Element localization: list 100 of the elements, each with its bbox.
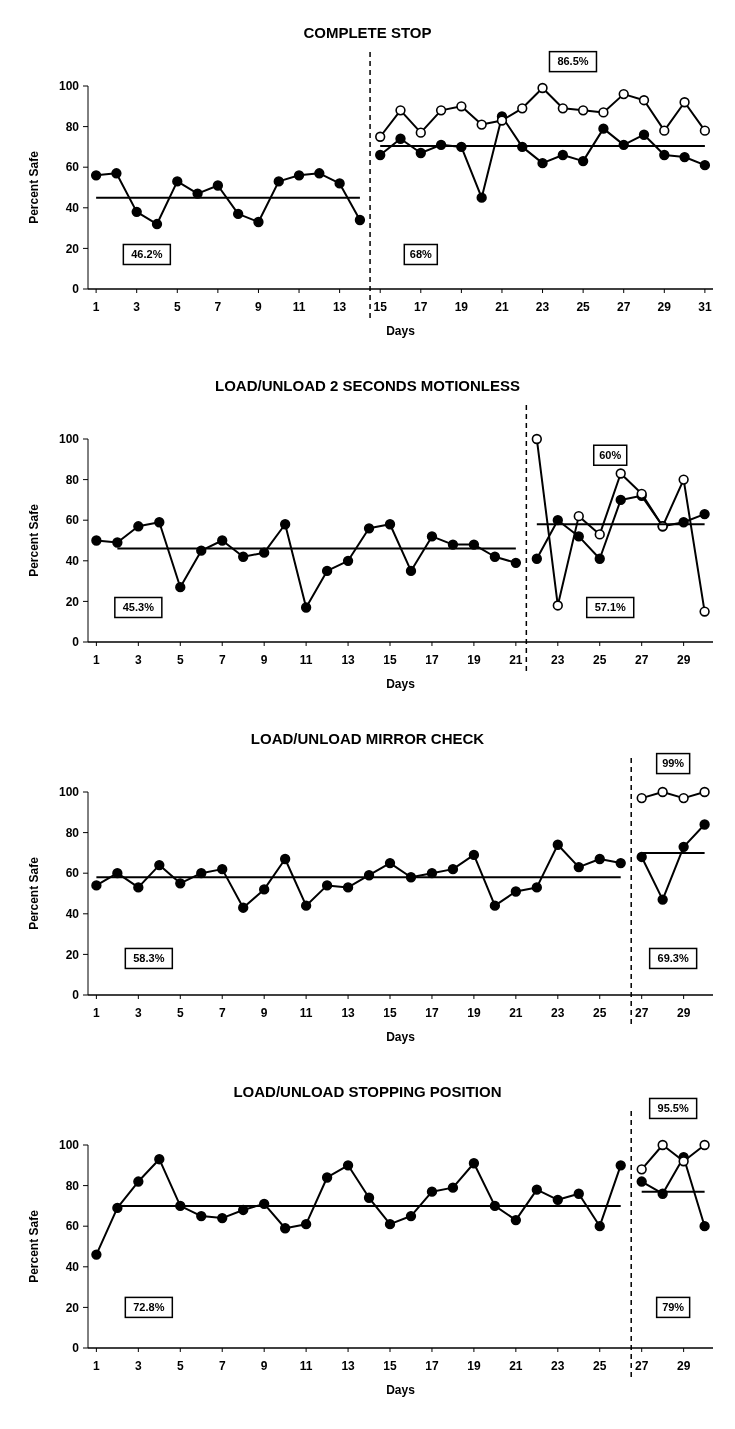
annotation: 72.8% (133, 1301, 165, 1314)
x-tick-label: 15 (383, 653, 398, 667)
y-axis-title: Percent Safe (27, 856, 41, 930)
chart-title: LOAD/UNLOAD MIRROR CHECK (250, 730, 485, 747)
x-tick-label: 17 (414, 300, 428, 314)
x-tick-label: 9 (255, 300, 263, 314)
y-tick-label: 40 (65, 201, 80, 215)
y-tick-label: 100 (58, 432, 80, 447)
x-tick-label: 27 (635, 653, 649, 667)
x-tick-label: 1 (92, 300, 100, 314)
x-tick-label: 5 (176, 653, 184, 667)
x-tick-label: 17 (425, 1359, 439, 1373)
x-tick-label: 15 (373, 300, 388, 314)
text: 99% (662, 757, 685, 770)
x-tick-label: 27 (635, 1359, 649, 1373)
y-tick-label: 80 (65, 472, 80, 487)
text: 95.5% (657, 1102, 689, 1115)
x-axis-title: Days (386, 324, 416, 338)
chart-title: LOAD/UNLOAD 2 SECONDS MOTIONLESS (214, 377, 521, 394)
x-tick-label: 11 (299, 1006, 313, 1020)
y-tick-label: 100 (58, 79, 80, 94)
y-tick-label: 40 (65, 907, 80, 921)
x-tick-label: 13 (341, 1006, 356, 1020)
y-tick-label: 80 (65, 825, 80, 840)
x-tick-label: 27 (635, 1006, 649, 1020)
chart-title: LOAD/UNLOAD STOPPING POSITION (233, 1083, 502, 1100)
x-tick-label: 1 (93, 1359, 101, 1373)
annotation: 68% (409, 248, 433, 261)
y-tick-label: 40 (65, 1260, 80, 1274)
y-tick-label: 60 (65, 513, 80, 528)
x-tick-label: 23 (551, 1006, 565, 1020)
x-tick-label: 19 (467, 653, 481, 667)
annotation: 79% (662, 1301, 685, 1314)
x-tick-label: 21 (495, 300, 509, 314)
x-tick-label: 31 (698, 300, 712, 314)
y-tick-label: 20 (65, 241, 80, 256)
y-tick-label: 80 (65, 119, 80, 134)
x-tick-label: 7 (218, 653, 226, 667)
y-tick-label: 60 (65, 866, 80, 881)
text: 86.5% (557, 55, 589, 68)
x-tick-label: 17 (425, 653, 439, 667)
y-tick-label: 20 (65, 1300, 80, 1315)
x-tick-label: 5 (173, 300, 181, 314)
x-tick-label: 23 (551, 653, 565, 667)
x-tick-label: 21 (509, 653, 523, 667)
x-tick-label: 5 (176, 1006, 184, 1020)
x-axis-title: Days (386, 1030, 416, 1044)
x-tick-label: 15 (383, 1359, 398, 1373)
x-tick-label: 29 (676, 653, 691, 667)
x-tick-label: 11 (299, 653, 313, 667)
x-tick-label: 25 (576, 300, 591, 314)
x-tick-label: 1 (93, 653, 101, 667)
chart-title: COMPLETE STOP (303, 24, 432, 41)
annotation: 45.3% (122, 601, 155, 614)
annotation: 46.2% (131, 248, 163, 261)
y-axis-title: Percent Safe (27, 150, 41, 224)
y-tick-label: 80 (65, 1178, 80, 1193)
x-tick-label: 27 (617, 300, 631, 314)
x-tick-label: 3 (134, 1359, 142, 1373)
y-axis-title: Percent Safe (27, 503, 41, 577)
x-tick-label: 3 (134, 653, 142, 667)
x-tick-label: 29 (676, 1359, 691, 1373)
y-tick-label: 0 (72, 1341, 80, 1356)
annotation: 58.3% (133, 952, 165, 965)
x-tick-label: 25 (593, 653, 607, 667)
x-tick-label: 11 (292, 300, 306, 314)
y-tick-label: 0 (72, 635, 80, 650)
x-tick-label: 13 (341, 1359, 356, 1373)
x-tick-label: 11 (299, 1359, 313, 1373)
x-tick-label: 7 (214, 300, 222, 314)
y-tick-label: 60 (65, 160, 80, 175)
y-tick-label: 40 (65, 554, 80, 568)
y-axis-title: Percent Safe (27, 1209, 41, 1283)
x-tick-label: 21 (509, 1359, 523, 1373)
x-axis-title: Days (386, 1383, 416, 1397)
x-tick-label: 9 (260, 1359, 268, 1373)
y-tick-label: 20 (65, 594, 80, 609)
y-tick-label: 60 (65, 1219, 80, 1234)
x-tick-label: 19 (467, 1359, 481, 1373)
x-tick-label: 3 (134, 1006, 142, 1020)
x-tick-label: 7 (218, 1006, 226, 1020)
x-tick-label: 25 (593, 1006, 607, 1020)
x-tick-label: 5 (176, 1359, 184, 1373)
annotation: 60% (599, 449, 622, 462)
y-tick-label: 100 (58, 785, 80, 800)
y-tick-label: 20 (65, 947, 80, 962)
x-tick-label: 29 (657, 300, 672, 314)
x-tick-label: 9 (260, 653, 268, 667)
x-tick-label: 13 (341, 653, 356, 667)
x-tick-label: 19 (454, 300, 469, 314)
x-axis-title: Days (386, 677, 416, 691)
y-tick-label: 0 (72, 988, 80, 1003)
x-tick-label: 7 (218, 1359, 226, 1373)
annotation: 57.1% (594, 601, 627, 614)
x-tick-label: 25 (593, 1359, 607, 1373)
x-tick-label: 21 (509, 1006, 523, 1020)
x-tick-label: 23 (551, 1359, 565, 1373)
y-tick-label: 100 (58, 1138, 80, 1153)
x-tick-label: 9 (260, 1006, 268, 1020)
y-tick-label: 0 (72, 282, 80, 297)
